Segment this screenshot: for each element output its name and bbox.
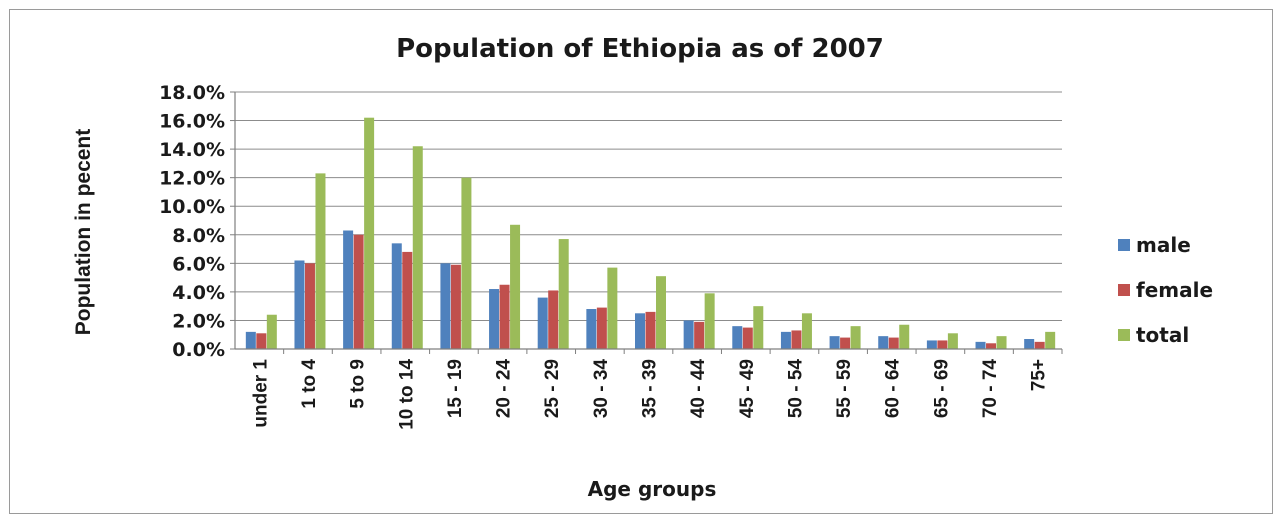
legend-swatch-female [1118, 284, 1130, 296]
bar-male [537, 297, 548, 349]
x-tick-label: 40 - 44 [688, 359, 709, 419]
bar-male [878, 336, 889, 349]
bar-female [256, 333, 267, 349]
x-tick-label: 60 - 64 [883, 359, 904, 419]
bar-female [304, 263, 315, 349]
y-tick-label: 8.0% [172, 225, 225, 247]
bar-female [499, 284, 510, 349]
x-tick-label: 70 - 74 [980, 359, 1001, 419]
bar-male [780, 331, 791, 349]
y-tick-label: 18.0% [159, 82, 225, 104]
bar-total [947, 333, 958, 349]
bar-total [364, 117, 375, 349]
bar-female [596, 307, 607, 349]
bar-total [315, 173, 326, 349]
bar-male [391, 243, 402, 349]
bar-female [645, 311, 656, 349]
x-axis-ticks: under 1 1 to 4 5 to 9 10 to 14 15 - 19 20 - 2… [250, 349, 1063, 430]
bar-male [926, 340, 937, 349]
legend-swatch-male [1118, 239, 1130, 251]
bar-male [245, 331, 256, 349]
bar-female [1034, 341, 1045, 349]
y-tick-label: 16.0% [159, 111, 225, 133]
y-tick-label: 4.0% [172, 282, 225, 304]
legend-label-female: female [1136, 278, 1213, 302]
bar-female [548, 290, 559, 349]
bar-female [353, 234, 364, 349]
bar-male [440, 263, 451, 349]
x-tick-label: 15 - 19 [445, 359, 466, 418]
x-tick-label: 5 to 9 [348, 359, 369, 409]
y-tick-label: 6.0% [172, 253, 225, 275]
bar-female [986, 343, 997, 349]
bar-male [343, 230, 354, 349]
bar-male [586, 309, 597, 349]
y-axis-label: Population in pecent [72, 129, 95, 336]
bar-total [558, 239, 569, 349]
bar-total [461, 177, 472, 349]
bar-male [829, 336, 840, 349]
bar-male [732, 326, 743, 349]
legend-label-male: male [1136, 233, 1191, 257]
x-tick-label: 1 to 4 [299, 359, 320, 409]
bar-male [683, 320, 694, 349]
bar-total [510, 224, 521, 349]
x-tick-label: 30 - 34 [591, 359, 612, 419]
bar-female [937, 340, 948, 349]
y-tick-label: 10.0% [159, 196, 225, 218]
legend-swatch-total [1118, 329, 1130, 341]
x-tick-label: 10 to 14 [396, 359, 417, 430]
bar-female [888, 337, 899, 349]
x-axis-label: Age groups [588, 477, 717, 501]
bar-female [791, 330, 802, 349]
x-tick-label: 50 - 54 [785, 359, 806, 419]
bar-male [1024, 339, 1035, 349]
bar-total [704, 293, 715, 349]
x-tick-label: 35 - 39 [640, 359, 661, 418]
bar-total [801, 313, 812, 349]
bar-total [996, 336, 1007, 349]
bar-total [607, 267, 618, 349]
bar-total [899, 324, 910, 349]
x-tick-label: 45 - 49 [737, 359, 758, 418]
bar-male [294, 260, 305, 349]
bar-total [753, 306, 764, 349]
bars [245, 117, 1056, 349]
x-tick-label: 25 - 29 [542, 359, 563, 418]
x-tick-label: under 1 [250, 359, 271, 428]
legend: male female total [1118, 233, 1213, 347]
bar-total [1045, 331, 1056, 349]
bar-female [402, 251, 413, 349]
y-tick-label: 14.0% [159, 139, 225, 161]
bar-female [450, 264, 461, 349]
legend-label-total: total [1136, 323, 1189, 347]
bar-male [489, 289, 500, 349]
y-tick-label: 2.0% [172, 310, 225, 332]
bar-female [840, 337, 851, 349]
bar-male [635, 313, 645, 349]
bar-female [694, 321, 705, 349]
chart-title: Population of Ethiopia as of 2007 [396, 34, 884, 64]
x-tick-label: 75+ [1029, 359, 1050, 391]
bar-total [656, 276, 666, 349]
bar-female [742, 327, 753, 349]
x-tick-label: 65 - 69 [931, 359, 952, 418]
chart-frame [9, 9, 1273, 514]
bar-male [975, 341, 986, 349]
bar-total [850, 326, 861, 349]
y-axis-ticks: 0.0% 2.0% 4.0% 6.0% 8.0% 10.0% 12.0% 14.0% 16.0%… [159, 82, 235, 361]
x-tick-label: 55 - 59 [834, 359, 855, 418]
bar-total [412, 146, 423, 349]
x-tick-label: 20 - 24 [494, 359, 515, 419]
y-tick-label: 0.0% [172, 339, 225, 361]
y-tick-label: 12.0% [159, 168, 225, 190]
bar-total [266, 314, 277, 349]
